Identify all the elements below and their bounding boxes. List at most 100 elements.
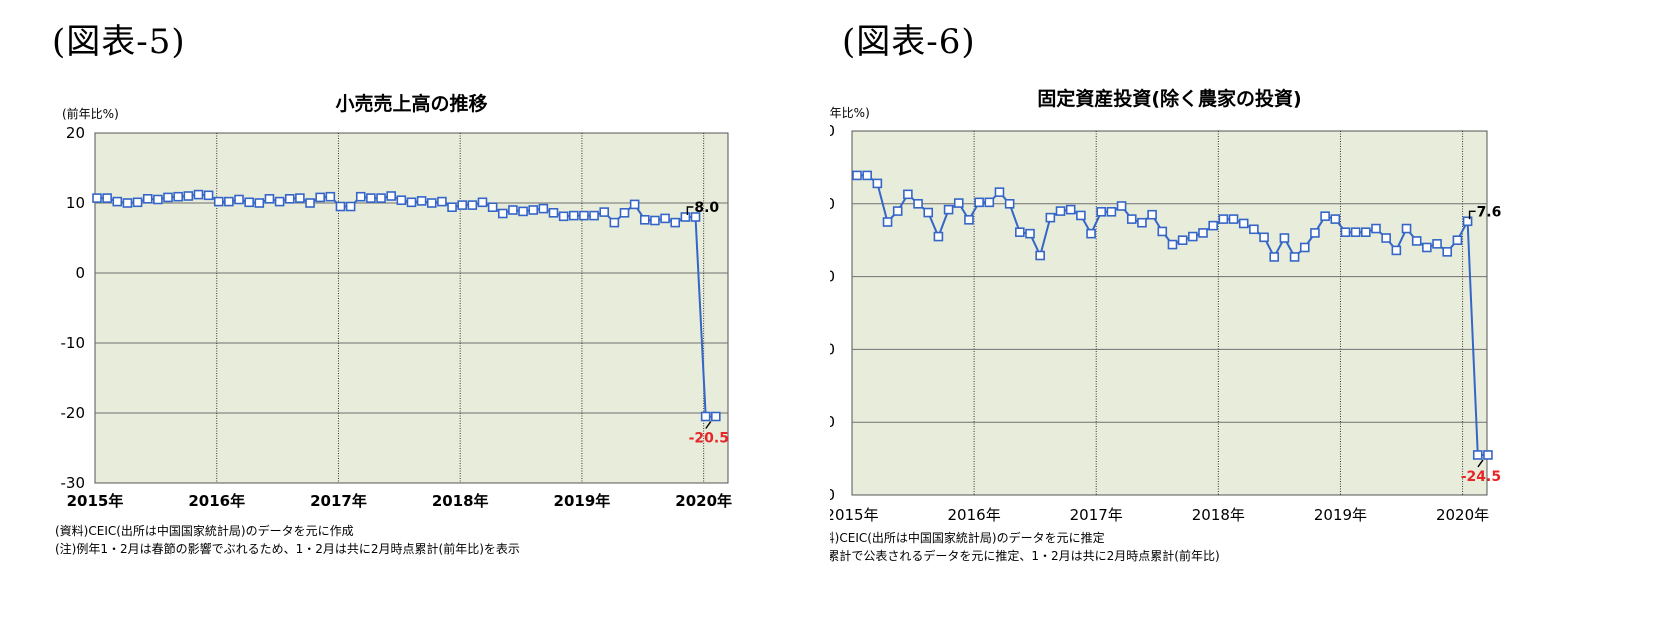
data-point	[1361, 227, 1371, 237]
fixed-asset-investment-chart: 固定資産投資(除く農家の投資) (前年比%) 20 10 0 -10 -20 -30 2015年…	[830, 87, 1501, 563]
x-tick-label: 2015年	[830, 506, 879, 524]
data-point	[660, 213, 670, 224]
data-point	[943, 204, 954, 215]
data-point	[315, 192, 325, 203]
data-point	[984, 197, 995, 208]
data-point	[345, 201, 356, 212]
data-point	[1371, 223, 1381, 234]
data-point	[690, 212, 701, 222]
data-point	[244, 197, 254, 208]
data-point	[213, 196, 224, 207]
data-point	[132, 197, 143, 208]
data-point	[1137, 217, 1147, 228]
data-point	[670, 217, 681, 228]
data-point	[457, 200, 467, 210]
data-point	[1198, 228, 1208, 238]
x-tick-label: 2016年	[948, 506, 1001, 524]
data-point	[183, 191, 194, 201]
x-tick-label: 2017年	[310, 492, 367, 510]
source-note: (資料)CEIC(出所は中国国家統計局)のデータを元に推定	[830, 530, 1105, 545]
data-point	[437, 196, 447, 207]
data-point	[1096, 207, 1107, 217]
data-point	[416, 196, 427, 206]
data-point	[923, 207, 934, 218]
data-point	[305, 198, 315, 208]
data-point	[903, 189, 913, 200]
data-point	[1350, 227, 1361, 237]
plot-area	[94, 132, 729, 484]
chart-title: 小売売上高の推移	[335, 92, 487, 115]
x-tick-label: 2020年	[1436, 506, 1489, 524]
x-axis-ticks: 2015年 2016年 2017年 2018年 2019年 2020年	[67, 492, 732, 510]
data-point	[619, 208, 630, 218]
data-point	[497, 208, 508, 219]
data-point	[680, 212, 691, 222]
annotation-label: -20.5	[689, 431, 729, 447]
data-point	[264, 194, 275, 204]
data-point	[872, 178, 883, 189]
data-point	[1188, 231, 1198, 242]
data-point	[1157, 226, 1168, 237]
data-point	[528, 205, 539, 215]
data-point	[274, 196, 285, 207]
data-point	[1330, 214, 1341, 224]
y-axis-unit-label: (前年比%)	[62, 106, 119, 121]
data-point	[1401, 223, 1412, 234]
data-point	[1320, 211, 1330, 221]
data-point	[933, 231, 944, 242]
source-note: (注)累計で公表されるデータを元に推定、1・2月は共に2月時点累計(前年比)	[830, 548, 1220, 563]
data-point	[142, 194, 153, 204]
x-tick-label: 2015年	[67, 492, 124, 510]
data-point	[122, 198, 133, 208]
data-point	[518, 206, 528, 217]
data-point	[994, 187, 1005, 197]
x-axis-ticks: 2015年 2016年 2017年 2018年 2019年 2020年	[830, 506, 1489, 524]
data-point	[1126, 214, 1137, 224]
data-point	[406, 197, 417, 208]
data-point	[193, 189, 204, 200]
x-tick-label: 2017年	[1070, 506, 1123, 524]
data-point	[650, 215, 660, 226]
data-point	[1238, 218, 1249, 229]
data-point	[1218, 214, 1229, 224]
data-point	[234, 194, 244, 205]
figure-6-panel: (図表-6) 固定資産投資(除く農家の投資) (前年比%) 20 10 0 -10 -20 -…	[830, 0, 1654, 619]
data-point	[974, 197, 984, 208]
y-tick-label: 0	[830, 268, 835, 286]
x-tick-label: 2019年	[554, 492, 611, 510]
data-point	[1228, 214, 1239, 224]
data-point	[913, 199, 923, 209]
data-point	[700, 411, 711, 422]
data-point	[548, 208, 559, 218]
data-point	[1249, 224, 1259, 235]
x-tick-label: 2018年	[1192, 506, 1245, 524]
data-point	[558, 211, 569, 222]
data-point	[1055, 206, 1066, 216]
data-point	[538, 203, 549, 214]
source-note: (注)例年1・2月は春節の影響でぶれるため、1・2月は共に2月時点累計(前年比)…	[55, 541, 520, 556]
data-point	[163, 192, 173, 203]
data-point	[325, 191, 336, 202]
data-point	[1289, 252, 1300, 262]
data-point	[1422, 242, 1432, 253]
data-point	[254, 198, 265, 208]
y-tick-label: -20	[830, 413, 835, 431]
annotation-label: 8.0	[694, 200, 719, 216]
data-point	[1299, 242, 1310, 253]
data-point	[1472, 450, 1483, 460]
data-point	[396, 195, 407, 205]
data-point	[487, 202, 498, 212]
y-tick-label: -30	[830, 486, 835, 504]
data-point	[1177, 235, 1188, 245]
data-point	[1279, 233, 1290, 243]
data-point	[376, 193, 386, 203]
y-axis-unit-label: (前年比%)	[830, 105, 870, 120]
data-point	[477, 197, 488, 208]
data-point	[599, 207, 610, 217]
data-point	[862, 170, 872, 181]
data-point	[366, 193, 376, 203]
y-tick-label: -30	[61, 474, 86, 492]
annotation-leader	[1468, 210, 1476, 220]
y-tick-label: 10	[830, 195, 835, 213]
